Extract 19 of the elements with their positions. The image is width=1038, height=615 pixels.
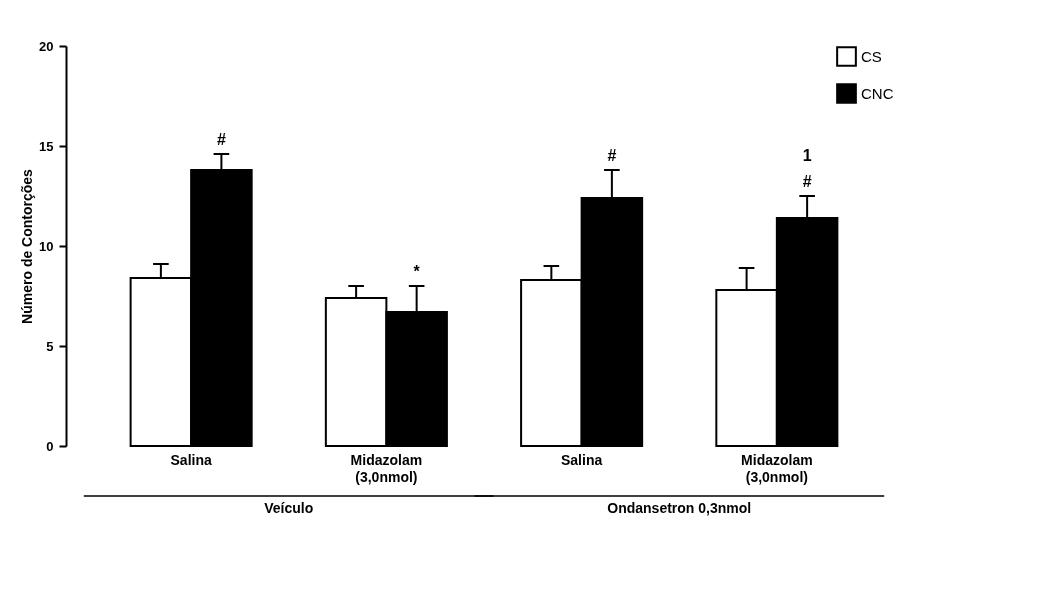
x-tick-label: Midazolam (3,0nmol) [741,452,813,485]
annotation: # [216,131,226,148]
annotation: * [413,263,421,280]
x-tick-label: Salina [170,452,212,468]
legend-label: CS [861,47,882,65]
x-tick-label: Salina [560,452,603,468]
y-tick-label: 10 [39,238,54,254]
y-axis-title: Número de Contorções [19,168,36,324]
y-tick-label: 0 [46,438,54,454]
y-tick-label: 15 [39,138,54,154]
text: Veículo [264,500,314,516]
x-tick-label: Midazolam (3,0nmol) [350,452,423,485]
annotation: 1 [802,147,812,164]
text: Ondansetron 0,3nmol [607,500,752,516]
legend-label: CNC [861,84,894,102]
annotation: # [607,147,617,164]
annotation: # [802,173,812,190]
y-tick-label: 5 [46,338,54,354]
y-tick-label: 20 [39,38,54,54]
